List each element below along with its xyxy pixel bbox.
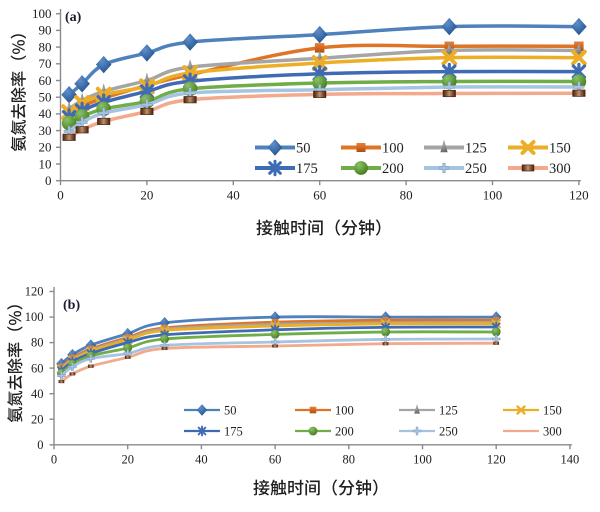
svg-text:0: 0 [37, 438, 43, 452]
svg-text:100: 100 [483, 188, 503, 203]
svg-text:175: 175 [296, 161, 318, 177]
svg-text:120: 120 [569, 188, 589, 203]
svg-text:0: 0 [45, 173, 52, 188]
svg-text:0: 0 [57, 188, 64, 203]
svg-text:10: 10 [39, 156, 52, 171]
svg-text:(a): (a) [65, 10, 82, 25]
svg-text:90: 90 [39, 23, 52, 38]
svg-text:125: 125 [439, 403, 458, 417]
svg-text:50: 50 [224, 403, 237, 417]
svg-text:100: 100 [25, 310, 44, 324]
svg-text:175: 175 [224, 424, 243, 438]
svg-text:200: 200 [335, 424, 354, 438]
svg-text:20: 20 [140, 188, 153, 203]
svg-text:70: 70 [39, 56, 52, 71]
svg-text:20: 20 [39, 140, 52, 155]
svg-text:100: 100 [32, 6, 52, 21]
svg-text:250: 250 [439, 424, 458, 438]
svg-text:80: 80 [343, 453, 356, 467]
svg-text:80: 80 [39, 39, 52, 54]
svg-text:300: 300 [549, 161, 571, 177]
svg-text:140: 140 [561, 453, 580, 467]
svg-text:100: 100 [335, 403, 354, 417]
svg-text:50: 50 [296, 141, 311, 157]
svg-text:80: 80 [400, 188, 413, 203]
svg-text:120: 120 [25, 285, 44, 299]
svg-text:200: 200 [382, 161, 404, 177]
svg-text:250: 250 [465, 161, 487, 177]
svg-text:80: 80 [31, 336, 44, 350]
svg-text:40: 40 [227, 188, 240, 203]
svg-text:150: 150 [549, 141, 571, 157]
svg-text:40: 40 [31, 387, 44, 401]
svg-text:150: 150 [543, 403, 562, 417]
svg-text:40: 40 [195, 453, 208, 467]
svg-text:0: 0 [51, 453, 57, 467]
svg-text:300: 300 [543, 424, 562, 438]
svg-text:50: 50 [39, 90, 52, 105]
svg-text:20: 20 [31, 412, 44, 426]
svg-text:30: 30 [39, 123, 52, 138]
svg-text:60: 60 [313, 188, 326, 203]
svg-text:60: 60 [269, 453, 282, 467]
svg-text:60: 60 [31, 361, 44, 375]
svg-text:20: 20 [121, 453, 134, 467]
svg-text:100: 100 [413, 453, 432, 467]
svg-text:40: 40 [39, 106, 52, 121]
svg-text:120: 120 [487, 453, 506, 467]
svg-text:(b): (b) [63, 298, 80, 313]
svg-text:100: 100 [382, 141, 404, 157]
svg-text:125: 125 [465, 141, 487, 157]
svg-text:60: 60 [39, 73, 52, 88]
